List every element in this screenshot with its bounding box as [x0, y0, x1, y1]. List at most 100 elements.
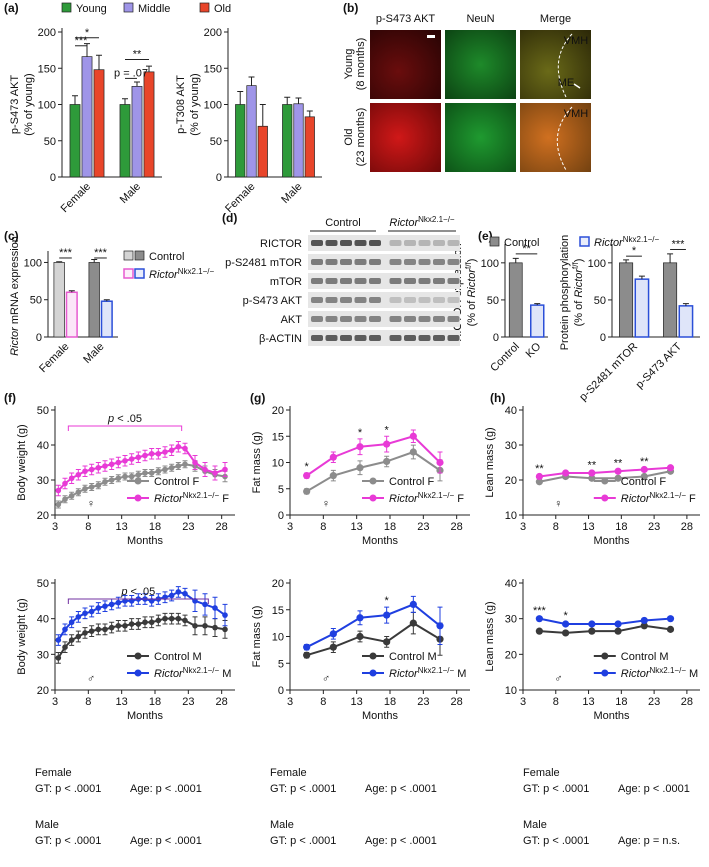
y-axis-label-part: Fat mass (g): [251, 606, 263, 668]
x-tick-label: 23: [417, 696, 429, 708]
legend-marker: [601, 669, 609, 677]
panel-label: (d): [222, 211, 237, 225]
x-tick-label: 13: [351, 521, 363, 533]
y-axis-label-part: ): [573, 259, 585, 263]
stats-age: Age: p < .0001: [365, 835, 437, 847]
significance-label: **: [588, 459, 597, 471]
stats-gt: GT: p < .0001: [523, 783, 589, 795]
error-bar: [72, 95, 78, 105]
blot-band: [369, 297, 381, 303]
y-axis-label: (% of Rictorf/f): [571, 259, 585, 327]
error-bar: [534, 303, 541, 306]
legend-label: RictorNkx2.1−/− M: [621, 666, 698, 680]
y-tick-label: 10: [272, 632, 284, 644]
blot-band: [404, 335, 416, 341]
legend-label-part: Rictor: [154, 493, 184, 505]
series-line: [539, 466, 671, 478]
data-point: [142, 470, 148, 476]
y-axis-label-part: f/f: [464, 261, 473, 268]
error-bar: [295, 97, 302, 104]
legend-swatch: [123, 2, 134, 13]
legend-label: RictorNkx2.1−/− M: [154, 666, 231, 680]
error-bar: [248, 76, 255, 86]
bar: [53, 262, 65, 338]
bar: [529, 304, 545, 338]
y-tick-label: 30: [505, 440, 517, 452]
blot-band: [447, 335, 460, 341]
data-point: [68, 475, 75, 482]
bar: [619, 262, 634, 338]
blot-band: [418, 278, 431, 284]
series-line: [539, 624, 671, 634]
y-axis-label-part: (% of young): [23, 73, 35, 135]
blot-band: [340, 278, 352, 284]
y-axis-label: (% of young): [23, 73, 35, 135]
data-point: [135, 621, 142, 627]
legend-swatch: [61, 2, 72, 13]
data-point: [75, 471, 82, 478]
legend-swatch: [123, 250, 134, 261]
legend-label-part: Rictor: [621, 493, 651, 505]
x-tick-label: 13: [116, 521, 128, 533]
legend-marker: [134, 494, 142, 502]
data-point: [175, 589, 182, 595]
blot-band: [369, 240, 381, 246]
stats-sex: Male: [270, 819, 294, 831]
significance-label: **: [535, 463, 544, 475]
image-old-akt: [370, 103, 441, 172]
legend-label-part: Rictor: [621, 668, 651, 680]
data-point: [356, 614, 364, 622]
x-tick-label: 18: [149, 696, 161, 708]
x-axis-label: Months: [362, 535, 399, 547]
y-tick-label: 100: [38, 100, 56, 112]
blot-band: [325, 240, 338, 246]
data-point: [614, 627, 622, 635]
y-axis-label-part: Body weight (g): [16, 598, 28, 674]
bracket-label: p < .05: [107, 413, 142, 425]
y-tick-label: 50: [30, 295, 42, 307]
y-axis-label-part: Protein phosphorylation: [559, 235, 571, 351]
data-point: [148, 470, 155, 476]
legend-label: Control F: [389, 476, 435, 488]
data-point: [115, 623, 122, 629]
x-tick-label: 28: [681, 696, 693, 708]
x-axis-label: Months: [593, 535, 630, 547]
x-tick-label: 13: [351, 696, 363, 708]
bracket-label-part: < .05: [114, 413, 142, 425]
blot-band: [369, 316, 381, 322]
data-point: [303, 643, 311, 651]
data-point: [329, 472, 337, 480]
y-tick-label: 10: [272, 458, 284, 470]
y-tick-label: 100: [588, 258, 606, 270]
error-bar: [306, 110, 313, 117]
bar: [100, 300, 113, 338]
blot-band: [433, 335, 445, 341]
data-point: [588, 474, 596, 482]
legend-swatch: [134, 268, 145, 279]
data-point: [115, 475, 122, 482]
x-axis-label: Months: [127, 710, 164, 722]
bar: [678, 305, 694, 338]
image-annotation: VMH: [564, 35, 589, 47]
data-point: [356, 632, 364, 641]
micrographs: [370, 30, 591, 172]
y-axis-label-part: Rictor: [573, 268, 585, 298]
bar: [663, 262, 678, 338]
x-tick-label: 28: [216, 521, 228, 533]
legend-label-part: Control: [149, 251, 184, 263]
legend-label-part: Rictor: [149, 269, 179, 281]
y-axis-label-part: Body weight (g): [16, 424, 28, 500]
blot-strip: [308, 273, 460, 289]
significance-label: ***: [94, 247, 108, 259]
me-arrow: [573, 83, 581, 89]
blot-band: [340, 240, 352, 246]
stats-gt: GT: p < .0001: [35, 835, 101, 847]
data-point: [640, 465, 648, 474]
data-point: [82, 610, 88, 617]
blot-band: [325, 259, 338, 265]
bar: [65, 291, 78, 338]
sex-symbol: ♂: [322, 673, 330, 685]
data-point: [75, 633, 82, 640]
blot-band: [447, 278, 460, 284]
